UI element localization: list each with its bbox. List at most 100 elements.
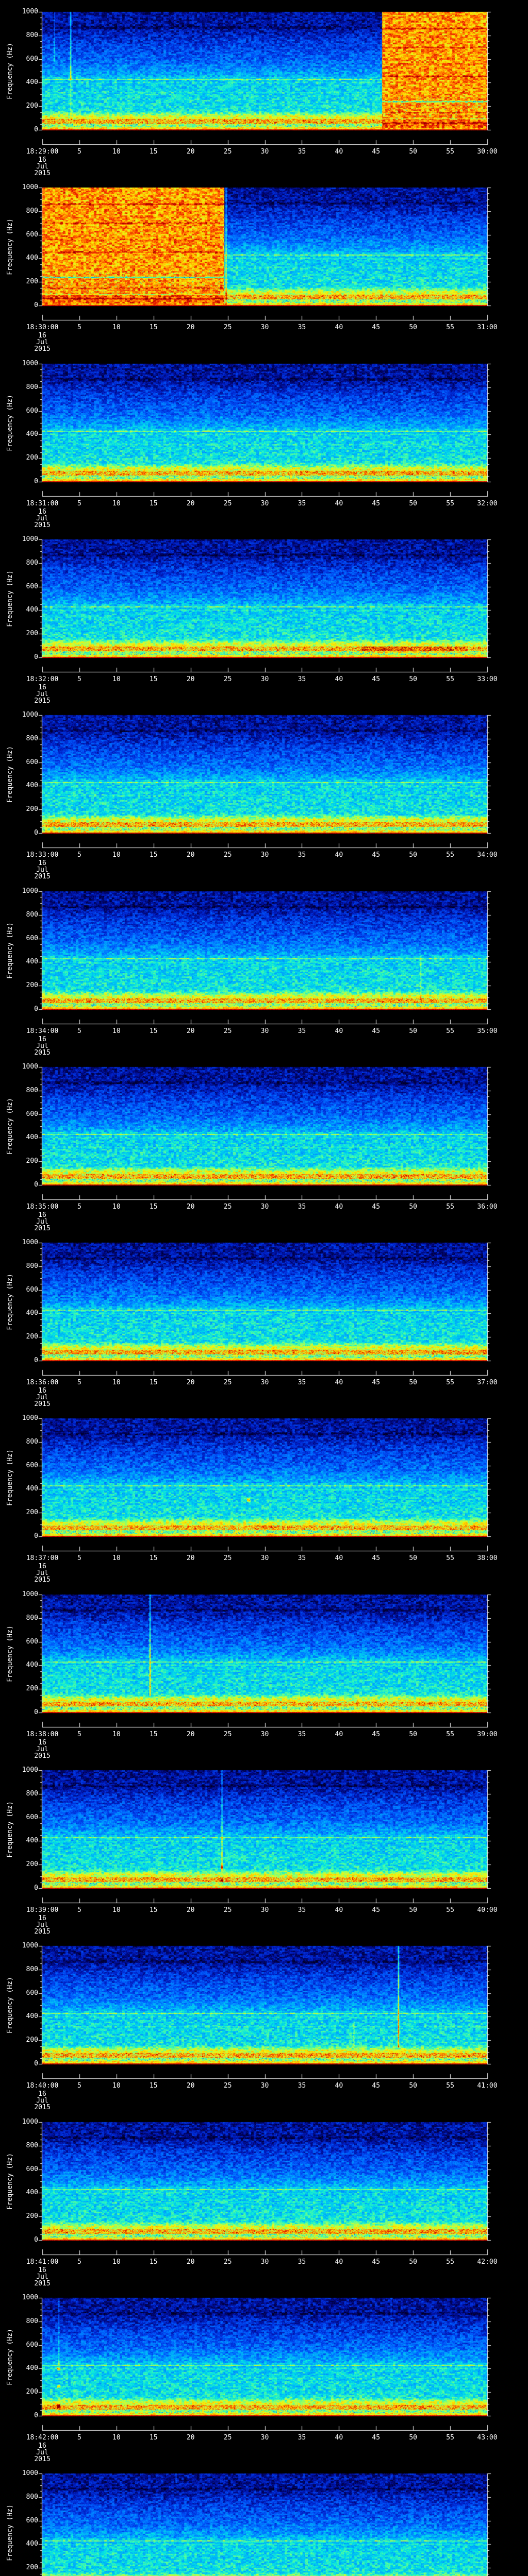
x-tick-label: 25: [223, 851, 232, 859]
x-start-time-label: 18:30:00: [26, 324, 59, 331]
x-tick-label: 25: [223, 324, 232, 331]
y-axis-title: Frequency (Hz): [6, 395, 14, 451]
x-tick-label: 15: [149, 1027, 158, 1035]
spectrogram-panel: Frequency (Hz) 1000 800 600 400 200 0 18:29:00 5…: [0, 0, 528, 177]
x-tick-label: 40: [335, 324, 343, 331]
y-tick-label: 1000: [22, 2294, 38, 2301]
x-tick-label: 35: [298, 148, 306, 156]
x-tick-label: 30: [260, 324, 269, 331]
x-end-time-label: 32:00: [477, 500, 498, 507]
x-tick-label: 40: [335, 1731, 343, 1738]
y-tick-label: 600: [26, 1813, 38, 1821]
x-start-time-label: 18:31:00: [26, 500, 59, 507]
spectrogram-heatmap: [0, 1934, 528, 2110]
x-tick-label: 15: [149, 324, 158, 331]
x-tick-label: 35: [298, 1731, 306, 1738]
x-tick-label: 5: [77, 1379, 81, 1386]
y-tick-label: 400: [26, 1661, 38, 1669]
x-start-time-label: 18:42:00: [26, 2434, 59, 2442]
y-tick-label: 0: [34, 2060, 38, 2067]
spectrogram-panel: Frequency (Hz) 1000 800 600 400 200 0 18:32:00 5…: [0, 528, 528, 705]
x-tick-label: 20: [186, 2434, 195, 2442]
x-tick-label: 40: [335, 2434, 343, 2442]
x-tick-label: 30: [260, 1731, 269, 1738]
x-tick-label: 25: [223, 148, 232, 156]
y-tick-label: 400: [26, 2189, 38, 2197]
x-tick-label: 20: [186, 1554, 195, 1562]
x-tick-label: 55: [446, 500, 454, 507]
x-tick-label: 5: [77, 148, 81, 156]
x-tick-label: 50: [409, 500, 417, 507]
x-tick-label: 50: [409, 1379, 417, 1386]
y-tick-label: 800: [26, 910, 38, 919]
y-tick-label: 1000: [22, 8, 38, 15]
date-line: 2015: [34, 345, 51, 353]
x-tick-label: 50: [409, 1203, 417, 1211]
date-line: Jul: [36, 163, 48, 171]
date-line: 2015: [34, 1400, 51, 1408]
date-line: 2015: [34, 2104, 51, 2111]
y-tick-label: 800: [26, 1614, 38, 1622]
y-axis-title: Frequency (Hz): [6, 1449, 14, 1506]
y-tick-label: 0: [34, 301, 38, 309]
x-tick-label: 25: [223, 675, 232, 683]
y-tick-label: 1000: [22, 711, 38, 719]
x-tick-label: 5: [77, 1554, 81, 1562]
x-tick-label: 10: [112, 2082, 121, 2090]
spectrogram-panel: Frequency (Hz) 1000 800 600 400 200 0 18:36:00 5…: [0, 1231, 528, 1408]
x-tick-label: 45: [372, 2258, 381, 2266]
date-line: 16: [38, 684, 46, 691]
x-tick-label: 10: [112, 1731, 121, 1738]
x-tick-label: 40: [335, 675, 343, 683]
spectrogram-heatmap: [0, 1406, 528, 1582]
x-tick-label: 20: [186, 851, 195, 859]
y-tick-label: 400: [26, 606, 38, 614]
spectrogram-heatmap: [0, 2110, 528, 2286]
x-tick-label: 35: [298, 1554, 306, 1562]
y-tick-label: 400: [26, 958, 38, 966]
x-tick-label: 40: [335, 1203, 343, 1211]
date-line: Jul: [36, 1218, 48, 1226]
date-line: Jul: [36, 2097, 48, 2105]
x-tick-label: 10: [112, 851, 121, 859]
x-tick-label: 55: [446, 1554, 454, 1562]
x-end-time-label: 34:00: [477, 851, 498, 859]
y-tick-label: 400: [26, 1485, 38, 1493]
date-line: Jul: [36, 1745, 48, 1753]
x-tick-label: 5: [77, 851, 81, 859]
x-tick-label: 35: [298, 324, 306, 331]
x-tick-label: 20: [186, 1731, 195, 1738]
y-tick-label: 800: [26, 207, 38, 215]
x-tick-label: 35: [298, 2082, 306, 2090]
y-tick-label: 1000: [22, 1063, 38, 1071]
x-start-time-label: 18:35:00: [26, 1203, 59, 1211]
x-tick-label: 35: [298, 2258, 306, 2266]
y-tick-label: 200: [26, 2564, 38, 2572]
date-line: 16: [38, 1914, 46, 1922]
y-tick-label: 0: [34, 1357, 38, 1364]
x-tick-label: 10: [112, 324, 121, 331]
x-tick-label: 15: [149, 1554, 158, 1562]
x-tick-label: 25: [223, 1027, 232, 1035]
y-tick-label: 600: [26, 55, 38, 63]
y-tick-label: 800: [26, 2141, 38, 2149]
spectrogram-panel: Frequency (Hz)1000800600400200018:43:005…: [0, 2462, 528, 2576]
x-tick-label: 40: [335, 1027, 343, 1035]
x-tick-label: 45: [372, 500, 381, 507]
x-start-time-label: 18:29:00: [26, 148, 59, 156]
y-tick-label: 1000: [22, 183, 38, 191]
x-tick-label: 10: [112, 1554, 121, 1562]
x-end-time-label: 43:00: [477, 2434, 498, 2442]
y-tick-label: 800: [26, 1086, 38, 1094]
x-tick-label: 45: [372, 148, 381, 156]
x-end-time-label: 31:00: [477, 324, 498, 331]
spectrogram-heatmap: [0, 528, 528, 703]
y-axis-title: Frequency (Hz): [6, 1098, 14, 1155]
x-start-time-label: 18:38:00: [26, 1731, 59, 1738]
y-tick-label: 1000: [22, 2118, 38, 2126]
date-line: 16: [38, 2442, 46, 2450]
x-tick-label: 55: [446, 1203, 454, 1211]
y-tick-label: 400: [26, 2364, 38, 2372]
x-tick-label: 30: [260, 1906, 269, 1914]
